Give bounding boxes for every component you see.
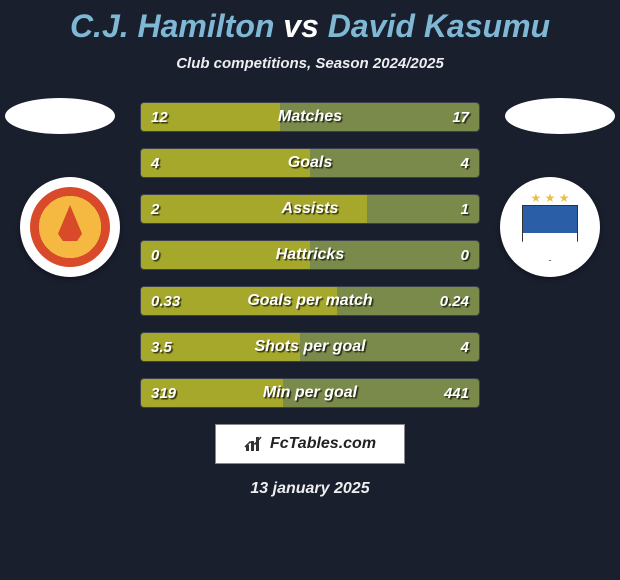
bar-value-right: 17	[452, 103, 469, 131]
bar-value-left: 2	[151, 195, 159, 223]
bar-value-right: 4	[461, 149, 469, 177]
bar-value-left: 12	[151, 103, 168, 131]
stat-bar: Matches12 17	[140, 102, 480, 132]
club-logo-left	[20, 177, 120, 277]
vs-text: vs	[283, 8, 319, 44]
footer-brand-text: FcTables.com	[270, 435, 376, 453]
bar-label: Hattricks	[141, 241, 479, 269]
stat-bar: Assists2 1	[140, 194, 480, 224]
ellipse-right	[505, 98, 615, 134]
main-content: ★ ★ ★ Matches1217Goals44Assists21Hattric…	[0, 102, 620, 408]
bar-value-right: 4	[461, 333, 469, 361]
bar-label: Matches	[141, 103, 479, 131]
stat-bar: Min per goal319 441	[140, 378, 480, 408]
chart-icon	[244, 435, 264, 453]
bar-label: Goals per match	[141, 287, 479, 315]
bar-value-left: 0.33	[151, 287, 180, 315]
player2-name: David Kasumu	[328, 8, 550, 44]
bar-value-left: 4	[151, 149, 159, 177]
bar-label: Shots per goal	[141, 333, 479, 361]
bar-value-right: 441	[444, 379, 469, 407]
bar-value-left: 319	[151, 379, 176, 407]
ellipse-left	[5, 98, 115, 134]
stat-bars-container: Matches1217Goals44Assists21Hattricks00Go…	[140, 102, 480, 408]
comparison-title: C.J. Hamilton vs David Kasumu	[0, 0, 620, 45]
stat-bar: Shots per goal3.5 4	[140, 332, 480, 362]
stat-bar: Goals4 4	[140, 148, 480, 178]
subtitle: Club competitions, Season 2024/2025	[0, 55, 620, 72]
player1-name: C.J. Hamilton	[70, 8, 274, 44]
huddersfield-crest-icon: ★ ★ ★	[510, 187, 590, 267]
bar-value-right: 0.24	[440, 287, 469, 315]
bar-value-right: 1	[461, 195, 469, 223]
bar-label: Goals	[141, 149, 479, 177]
stat-bar: Goals per match0.33 0.24	[140, 286, 480, 316]
bar-value-right: 0	[461, 241, 469, 269]
stat-bar: Hattricks0 0	[140, 240, 480, 270]
bar-label: Assists	[141, 195, 479, 223]
bar-value-left: 0	[151, 241, 159, 269]
blackpool-crest-icon	[30, 187, 110, 267]
date-text: 13 january 2025	[0, 480, 620, 498]
club-logo-right: ★ ★ ★	[500, 177, 600, 277]
bar-value-left: 3.5	[151, 333, 172, 361]
bar-label: Min per goal	[141, 379, 479, 407]
footer-brand-box: FcTables.com	[215, 424, 405, 464]
